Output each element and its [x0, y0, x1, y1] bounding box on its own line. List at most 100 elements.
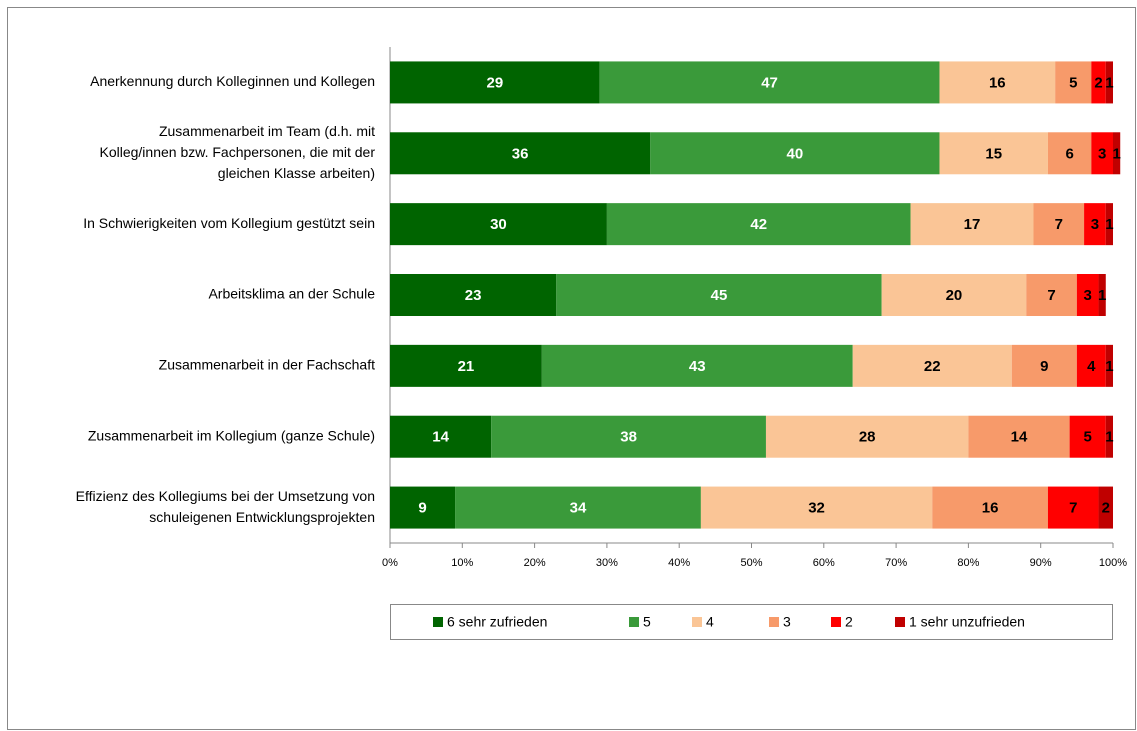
- value-label: 5: [1069, 74, 1077, 91]
- category-label: Zusammenarbeit im Team (d.h. mit: [159, 123, 375, 139]
- bar-segment: [1011, 344, 1077, 387]
- value-label: 6: [1065, 145, 1073, 162]
- bar-segment: [939, 132, 1048, 175]
- bar-segment: [932, 486, 1048, 529]
- bar-segment: [390, 415, 492, 458]
- value-label: 14: [1011, 429, 1028, 446]
- bar-segment: [455, 486, 701, 529]
- value-label: 7: [1047, 287, 1055, 304]
- value-label: 2: [1102, 500, 1110, 517]
- legend-swatch: [769, 617, 779, 627]
- bar-segment: [1033, 203, 1085, 246]
- legend-swatch: [831, 617, 841, 627]
- bar-segment: [1076, 274, 1099, 316]
- bar-segment: [491, 415, 766, 458]
- value-label: 9: [1040, 358, 1048, 375]
- category-label: Arbeitsklima an der Schule: [208, 286, 375, 302]
- bar-segment: [1084, 203, 1106, 246]
- x-tick-label: 60%: [813, 557, 835, 569]
- value-label: 29: [486, 74, 503, 91]
- legend-swatch: [629, 617, 639, 627]
- bar-segment: [1105, 344, 1113, 387]
- bar-segment: [700, 486, 933, 529]
- bar-segment: [968, 415, 1070, 458]
- value-label: 40: [787, 145, 804, 162]
- value-label: 14: [432, 429, 449, 446]
- value-label: 47: [761, 74, 778, 91]
- bar-segment: [390, 203, 607, 246]
- bar-segment: [1047, 132, 1092, 175]
- value-label: 1: [1105, 358, 1113, 375]
- x-tick-label: 0%: [382, 557, 398, 569]
- bar-segment: [765, 415, 969, 458]
- legend-label: 3: [783, 614, 791, 630]
- bar-segment: [1091, 132, 1113, 175]
- legend-label: 5: [643, 614, 651, 630]
- value-label: 21: [458, 358, 475, 375]
- legend-label: 6 sehr zufrieden: [447, 614, 547, 630]
- value-label: 16: [982, 500, 999, 517]
- value-label: 4: [1087, 358, 1096, 375]
- value-label: 3: [1084, 287, 1092, 304]
- legend-label: 4: [706, 614, 714, 630]
- value-label: 34: [570, 500, 587, 517]
- value-label: 1: [1105, 74, 1113, 91]
- value-label: 17: [964, 216, 981, 233]
- value-label: 2: [1094, 74, 1102, 91]
- value-label: 20: [946, 287, 963, 304]
- value-label: 32: [808, 500, 825, 517]
- value-label: 9: [418, 500, 426, 517]
- bar-segment: [390, 486, 456, 529]
- value-label: 3: [1098, 145, 1106, 162]
- value-label: 22: [924, 358, 941, 375]
- bar-segment: [1069, 415, 1106, 458]
- category-label: Effizienz des Kollegiums bei der Umsetzu…: [76, 488, 375, 504]
- category-label: Zusammenarbeit im Kollegium (ganze Schul…: [88, 427, 375, 443]
- category-label: In Schwierigkeiten vom Kollegium gestütz…: [83, 215, 375, 231]
- legend-label: 1 sehr unzufrieden: [909, 614, 1025, 630]
- category-label: gleichen Klasse arbeiten): [218, 165, 375, 181]
- value-label: 38: [620, 429, 637, 446]
- legend-swatch: [433, 617, 443, 627]
- value-label: 30: [490, 216, 507, 233]
- x-tick-label: 90%: [1030, 557, 1052, 569]
- legend-swatch: [692, 617, 702, 627]
- bar-segment: [1047, 486, 1099, 529]
- x-tick-label: 50%: [740, 557, 762, 569]
- bar-segment: [606, 203, 911, 246]
- bar-segment: [541, 344, 853, 387]
- bar-segment: [852, 344, 1012, 387]
- bar-segment: [1113, 132, 1121, 175]
- value-label: 45: [711, 287, 728, 304]
- x-tick-label: 10%: [451, 557, 473, 569]
- value-label: 28: [859, 429, 876, 446]
- bar-segment: [1098, 274, 1106, 316]
- bar-segment: [1055, 61, 1092, 104]
- value-label: 5: [1084, 429, 1092, 446]
- value-label: 15: [985, 145, 1002, 162]
- legend-box: [390, 604, 1113, 640]
- x-tick-label: 40%: [668, 557, 690, 569]
- bar-segment: [390, 274, 557, 316]
- bar-segment: [390, 61, 600, 104]
- bar-segment: [390, 344, 542, 387]
- bar-segment: [650, 132, 940, 175]
- value-label: 1: [1105, 429, 1113, 446]
- x-tick-label: 30%: [596, 557, 618, 569]
- category-label: schuleigenen Entwicklungsprojekten: [149, 509, 375, 525]
- value-label: 7: [1069, 500, 1077, 517]
- bar-segment: [881, 274, 1027, 316]
- value-label: 42: [750, 216, 767, 233]
- bar-segment: [1098, 486, 1113, 529]
- value-label: 3: [1091, 216, 1099, 233]
- x-tick-label: 70%: [885, 557, 907, 569]
- bar-segment: [910, 203, 1034, 246]
- frame: [7, 7, 1136, 730]
- x-tick-label: 20%: [524, 557, 546, 569]
- bar-segment: [390, 132, 651, 175]
- bar-segment: [1105, 415, 1113, 458]
- legend-swatch: [895, 617, 905, 627]
- legend-label: 2: [845, 614, 853, 630]
- bar-segment: [556, 274, 882, 316]
